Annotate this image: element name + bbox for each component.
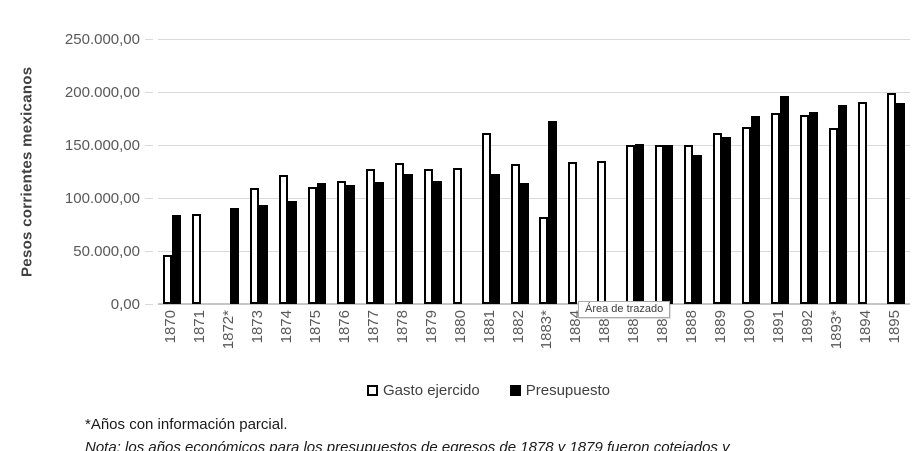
legend-label: Gasto ejercido bbox=[383, 382, 480, 399]
bar-presupuesto-1890[interactable] bbox=[750, 116, 760, 304]
bar-presupuesto-1883[interactable] bbox=[548, 121, 558, 304]
bar-gasto-1874[interactable] bbox=[279, 175, 289, 304]
bar-gasto-1885[interactable] bbox=[597, 161, 607, 304]
legend: Gasto ejercido Presupuesto bbox=[0, 382, 921, 399]
x-axis-label-1877: 1877 bbox=[364, 310, 382, 344]
y-axis-tick bbox=[145, 145, 153, 146]
x-axis-label-1870: 1870 bbox=[162, 310, 180, 344]
bar-presupuesto-1888[interactable] bbox=[693, 155, 703, 304]
x-axis-label-1871: 1871 bbox=[191, 310, 209, 344]
bar-gasto-1878[interactable] bbox=[394, 163, 404, 304]
gridline bbox=[158, 92, 910, 93]
bar-presupuesto-1872[interactable] bbox=[230, 208, 240, 304]
legend-item-gasto-ejercido[interactable]: Gasto ejercido bbox=[367, 382, 480, 399]
bar-presupuesto-1876[interactable] bbox=[346, 185, 355, 304]
x-axis-label-1872: 1872* bbox=[220, 310, 238, 350]
bar-presupuesto-1879[interactable] bbox=[432, 181, 442, 304]
y-axis-tick bbox=[145, 92, 153, 93]
gridline bbox=[158, 39, 910, 40]
bar-presupuesto-1895[interactable] bbox=[895, 103, 905, 304]
legend-label: Presupuesto bbox=[525, 382, 610, 399]
footnote-source: Nota: los años económicos para los presu… bbox=[85, 439, 730, 451]
bar-gasto-1895[interactable] bbox=[886, 93, 896, 304]
x-axis-label-1890: 1890 bbox=[740, 310, 758, 344]
bar-gasto-1883[interactable] bbox=[539, 217, 549, 304]
bar-presupuesto-1881[interactable] bbox=[490, 174, 500, 304]
x-axis-label-1889: 1889 bbox=[712, 310, 729, 344]
x-axis-label-1888: 1888 bbox=[683, 310, 701, 344]
x-axis-label-1880: 1880 bbox=[451, 310, 469, 344]
y-axis-tick bbox=[145, 251, 153, 252]
x-axis-line bbox=[158, 303, 910, 305]
bar-presupuesto-1875[interactable] bbox=[317, 183, 327, 304]
x-axis-label-1894: 1894 bbox=[856, 310, 874, 344]
y-axis-tick-label: 0,00 bbox=[110, 296, 140, 313]
bar-presupuesto-1873[interactable] bbox=[259, 205, 269, 304]
bar-gasto-1879[interactable] bbox=[423, 169, 433, 304]
x-axis-label-1878: 1878 bbox=[393, 310, 411, 344]
bar-gasto-1870[interactable] bbox=[163, 255, 173, 304]
bar-presupuesto-1882[interactable] bbox=[519, 183, 529, 304]
gridline bbox=[158, 145, 910, 146]
x-axis-label-1874: 1874 bbox=[278, 310, 296, 344]
legend-swatch-presupuesto bbox=[509, 385, 521, 396]
y-axis-tick-label: 100.000,00 bbox=[64, 190, 140, 207]
bar-gasto-1888[interactable] bbox=[684, 145, 694, 304]
y-axis-tick-label: 50.000,00 bbox=[73, 243, 140, 260]
bar-gasto-1873[interactable] bbox=[250, 188, 260, 304]
x-axis-label-1882: 1882 bbox=[509, 310, 527, 344]
bar-gasto-1881[interactable] bbox=[481, 133, 491, 304]
bar-presupuesto-1887[interactable] bbox=[664, 145, 674, 304]
bar-gasto-1886[interactable] bbox=[626, 145, 636, 304]
plot-area-tooltip: Área de trazado bbox=[578, 301, 671, 318]
bar-gasto-1891[interactable] bbox=[770, 113, 780, 304]
bar-gasto-1889[interactable] bbox=[713, 133, 722, 304]
x-axis-label-1875: 1875 bbox=[307, 310, 325, 344]
y-axis-tick-label: 150.000,00 bbox=[64, 137, 140, 154]
bar-gasto-1893[interactable] bbox=[828, 128, 838, 304]
bar-presupuesto-1878[interactable] bbox=[403, 174, 413, 304]
y-axis-tick bbox=[145, 39, 153, 40]
bar-presupuesto-1893[interactable] bbox=[837, 105, 847, 304]
x-axis-label-1881: 1881 bbox=[480, 310, 498, 344]
x-axis-label-1892: 1892 bbox=[798, 310, 816, 344]
bar-gasto-1875[interactable] bbox=[308, 187, 318, 304]
bar-presupuesto-1877[interactable] bbox=[374, 182, 384, 304]
bar-gasto-1880[interactable] bbox=[452, 168, 462, 304]
gridline bbox=[158, 198, 910, 199]
bar-gasto-1892[interactable] bbox=[799, 115, 809, 304]
y-axis-tick-label: 250.000,00 bbox=[64, 31, 140, 48]
bar-gasto-1877[interactable] bbox=[365, 169, 375, 304]
x-axis-label-1873: 1873 bbox=[249, 310, 267, 344]
gridline bbox=[158, 251, 910, 252]
legend-item-presupuesto[interactable]: Presupuesto bbox=[509, 382, 610, 399]
footnote-partial-years: *Años con información parcial. bbox=[85, 416, 288, 433]
x-axis-label-1876: 1876 bbox=[336, 310, 353, 344]
x-axis-label-1895: 1895 bbox=[885, 310, 903, 344]
x-axis-label-1879: 1879 bbox=[422, 310, 440, 344]
bar-presupuesto-1891[interactable] bbox=[779, 96, 789, 304]
bar-presupuesto-1886[interactable] bbox=[635, 144, 645, 304]
bar-gasto-1871[interactable] bbox=[192, 214, 202, 304]
x-axis-label-1883: 1883* bbox=[538, 310, 556, 350]
bar-gasto-1876[interactable] bbox=[337, 181, 346, 304]
bar-presupuesto-1889[interactable] bbox=[722, 137, 731, 304]
y-axis-tick bbox=[145, 304, 153, 305]
bar-gasto-1887[interactable] bbox=[655, 145, 665, 304]
bar-presupuesto-1874[interactable] bbox=[288, 201, 298, 304]
bar-presupuesto-1892[interactable] bbox=[808, 112, 818, 304]
bar-gasto-1882[interactable] bbox=[510, 164, 520, 304]
footnotes: *Años con información parcial. Nota: los… bbox=[85, 413, 730, 451]
y-axis-tick-label: 200.000,00 bbox=[64, 84, 140, 101]
bar-gasto-1890[interactable] bbox=[741, 127, 751, 304]
x-axis-label-1893: 1893* bbox=[827, 310, 845, 350]
bar-gasto-1884[interactable] bbox=[568, 162, 578, 304]
bar-presupuesto-1870[interactable] bbox=[172, 215, 182, 304]
bar-gasto-1894[interactable] bbox=[857, 102, 867, 304]
x-axis-label-1891: 1891 bbox=[769, 310, 787, 344]
y-axis-title: Pesos corrientes mexicanos bbox=[18, 66, 36, 277]
y-axis-tick bbox=[145, 198, 153, 199]
legend-swatch-gasto bbox=[367, 385, 379, 396]
